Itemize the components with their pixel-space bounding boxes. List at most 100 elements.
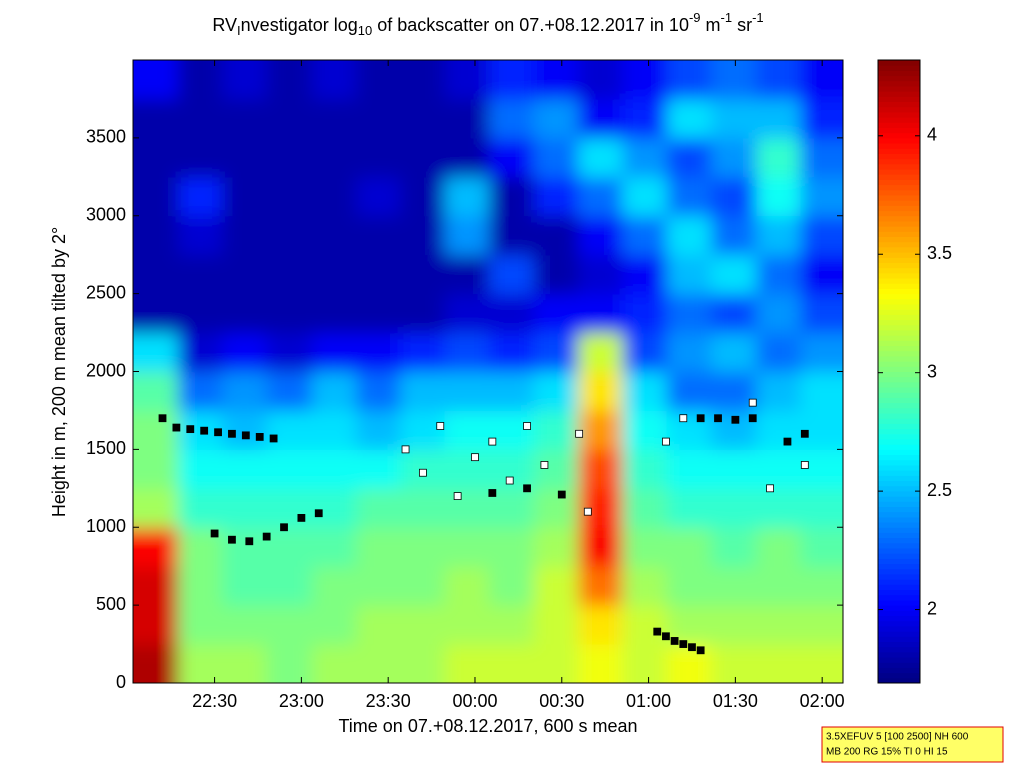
title-part: RV [212,15,237,35]
marker [731,415,740,424]
heat-cell [800,60,843,100]
colorbar-swatch [878,345,920,352]
colorbar-swatch [878,568,920,575]
colorbar-swatch [878,293,920,300]
heat-cell [266,60,313,100]
colorbar-swatch [878,137,920,144]
heat-cell [400,137,446,178]
colorbar-swatch [878,241,920,248]
colorbar [878,60,920,684]
colorbar-swatch [878,80,920,87]
heat-cell [622,371,668,412]
heat-cell [488,254,535,295]
heat-cell [756,527,802,567]
colorbar-swatch [878,262,920,269]
colorbar-swatch [878,677,920,684]
heat-cell [622,449,668,489]
colorbar-swatch [878,615,920,622]
colorbar-swatch [878,246,920,253]
heat-cell [534,332,579,373]
colorbar-swatch [878,485,920,492]
heat-cell [178,605,224,645]
colorbar-swatch [878,298,920,305]
heat-cell [311,293,357,334]
heat-cell [133,332,179,373]
heat-cell [356,566,401,606]
heat-cell [444,293,490,334]
heat-cell [711,176,757,217]
marker [158,414,167,423]
heat-cell [266,254,313,295]
heat-cell [444,371,490,412]
heat-cell [400,215,446,256]
colorbar-swatch [878,407,920,414]
heat-cell [534,371,579,412]
heat-cell [266,215,313,256]
colorbar-swatch [878,537,920,544]
heat-cell [222,137,268,178]
heat-cell [666,215,712,256]
heat-cell [800,371,843,412]
heat-cell [133,215,179,256]
heat-cell [356,410,401,450]
heat-cell [266,527,313,567]
colorbar-swatch [878,257,920,263]
heat-cell [756,60,802,100]
heat-cell [400,605,446,645]
marker [471,453,479,462]
x-tick-label: 01:00 [626,691,671,711]
heat-cell [178,98,224,139]
colorbar-swatch [878,381,920,388]
heat-cell [400,644,446,683]
heat-cell [356,371,401,412]
heat-cell [534,488,579,528]
y-tick-label: 1000 [86,516,126,536]
heat-cell [800,527,843,567]
marker [583,507,592,516]
title-part: -1 [721,10,733,25]
colorbar-swatch [878,657,920,663]
heat-cell [488,60,535,100]
heat-cell [266,566,313,606]
colorbar-swatch [878,392,920,398]
heat-cell [133,566,179,606]
colorbar-swatch [878,636,920,642]
heat-cell [666,527,712,567]
heat-cell [622,488,668,528]
heat-cell [578,254,624,295]
heat-cell [222,488,268,528]
x-tick-label: 23:30 [366,691,411,711]
colorbar-swatch [878,511,920,518]
colorbar-swatch [878,651,920,658]
colorbar-swatch [878,387,920,393]
marker [688,643,696,652]
colorbar-swatch [878,106,920,113]
heat-cell [400,527,446,567]
colorbar-swatch [878,127,920,134]
colorbar-swatch [878,641,920,648]
heat-cell [488,137,535,178]
heat-cell [133,293,179,334]
y-tick-label: 0 [116,672,126,692]
info-line: 3.5XEFUV 5 [100 2500] NH 600 [826,732,969,743]
heat-cell [711,254,757,295]
marker [662,632,670,641]
heat-cell [800,254,843,295]
colorbar-swatch [878,65,920,71]
colorbar-swatch [878,402,920,409]
heat-cell [666,449,712,489]
colorbar-swatch [878,599,920,606]
heat-cell [444,332,490,373]
colorbar-swatch [878,449,920,456]
heat-cell [133,605,179,645]
colorbar-tick-label: 4 [927,125,937,145]
marker [488,437,497,446]
colorbar-swatch [878,226,920,232]
colorbar-swatch [878,278,920,284]
heat-cell [356,644,401,683]
colorbar-swatch [878,169,920,175]
heat-cell [311,566,357,606]
heat-cell [133,60,179,100]
marker [783,437,792,446]
heat-cell [444,176,490,217]
